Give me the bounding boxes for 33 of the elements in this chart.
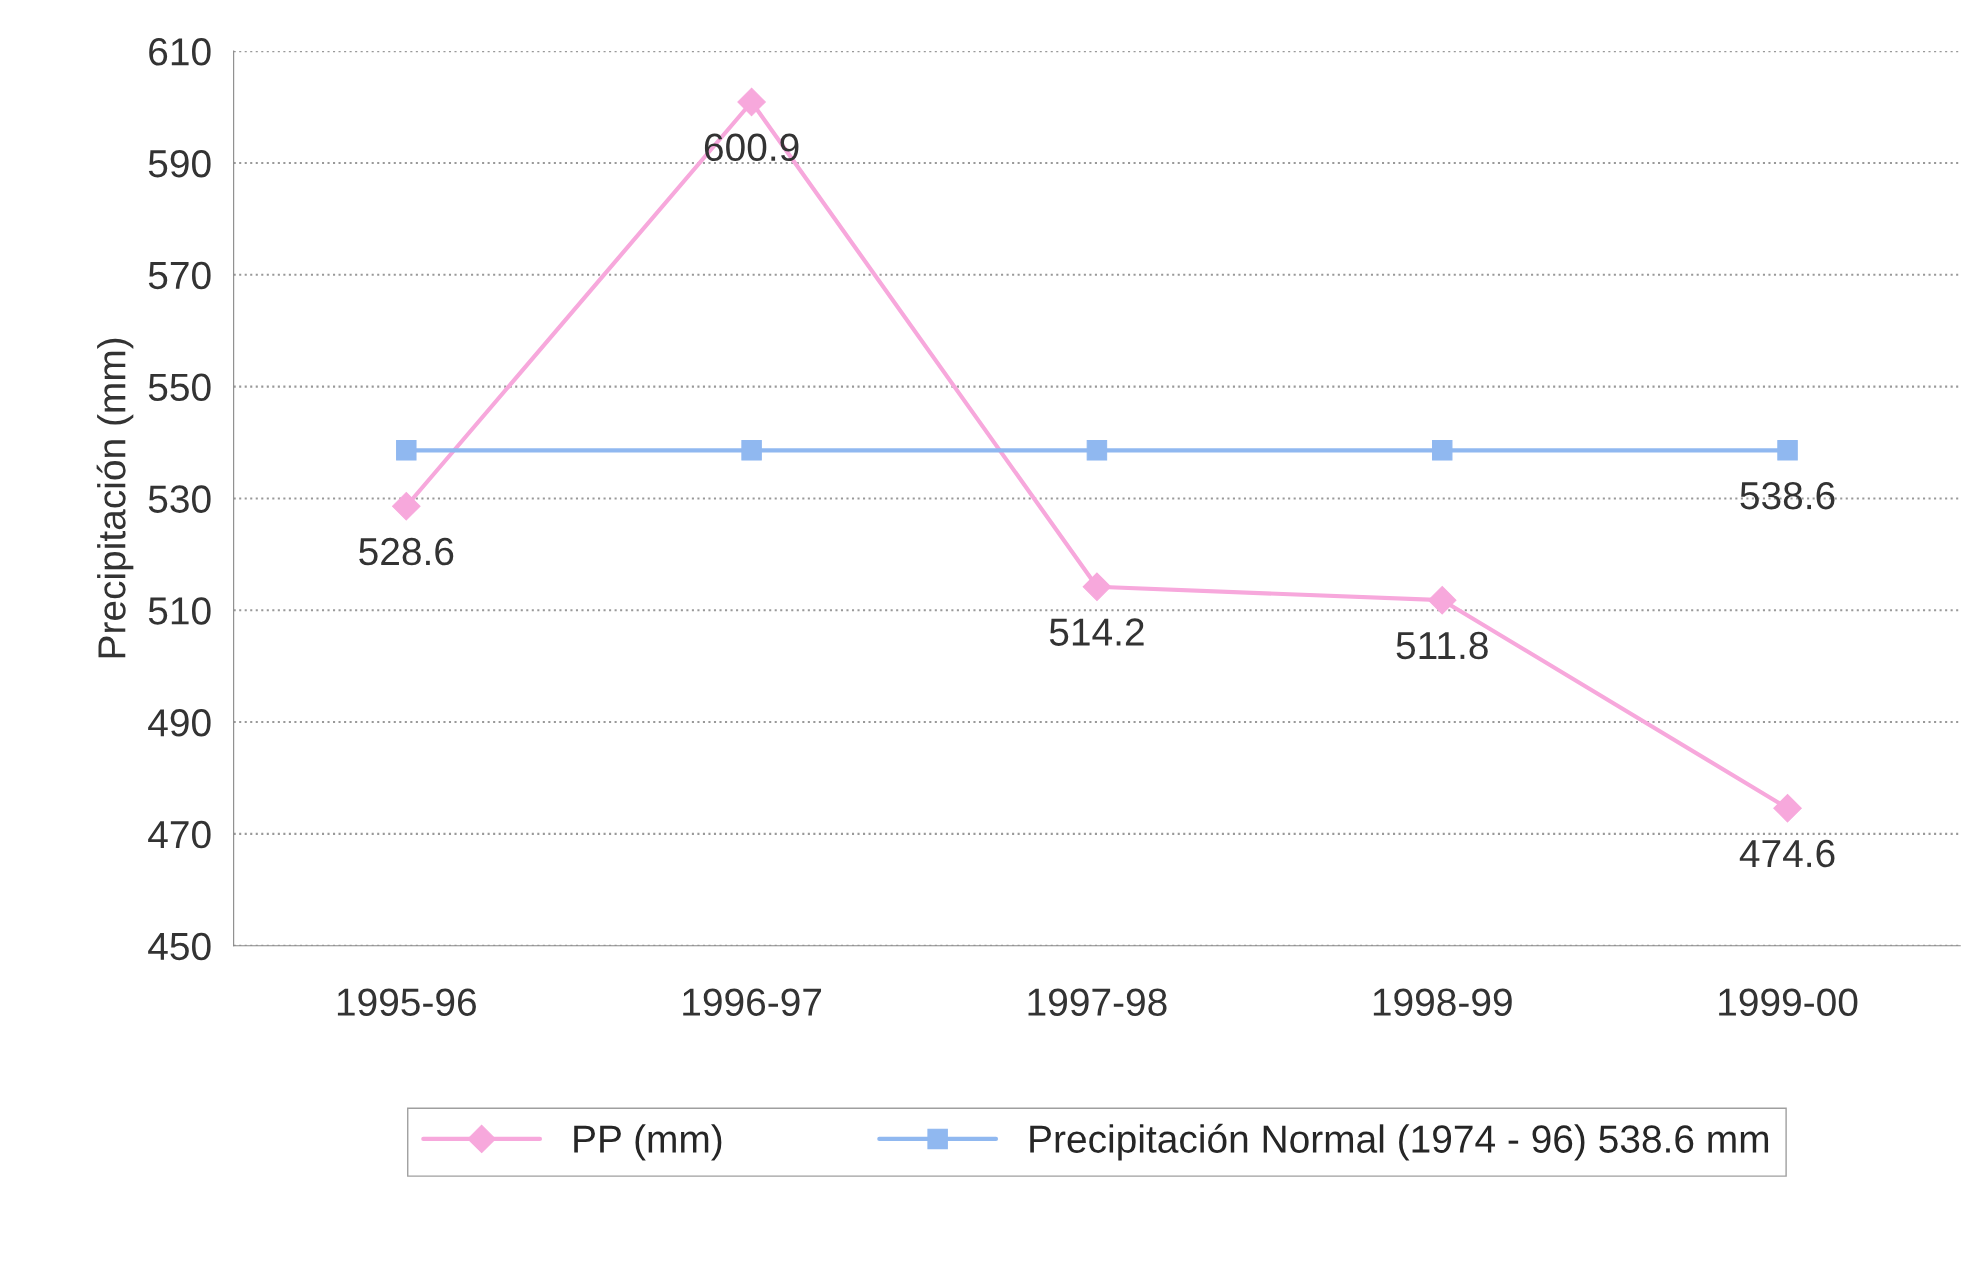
- point: [741, 440, 762, 461]
- data-label: 511.8: [1396, 631, 1488, 660]
- point: [737, 87, 766, 117]
- point: [392, 491, 421, 521]
- y-tick-label: 530: [148, 485, 211, 513]
- y-tick-label: 570: [148, 261, 211, 290]
- y-axis-title: Precipitación (mm): [96, 338, 134, 658]
- data-label: 514.2: [1049, 618, 1144, 646]
- point: [396, 440, 417, 461]
- y-tick-label: 490: [148, 709, 211, 737]
- x-tick-label: 1997-98: [1028, 988, 1167, 1016]
- x-tick-label: 1998-99: [1373, 988, 1512, 1016]
- y-tick-label: 550: [148, 373, 211, 402]
- data-label: 600.9: [704, 133, 799, 162]
- x-tick-label: 1996-97: [683, 988, 822, 1016]
- legend-label: PP (mm): [574, 1124, 722, 1161]
- point: [1431, 440, 1453, 461]
- point: [1082, 572, 1112, 602]
- y-tick-label: 610: [149, 38, 211, 66]
- point: [1427, 585, 1457, 615]
- point: [1773, 793, 1802, 823]
- data-label: 528.6: [359, 537, 454, 566]
- y-tick-label: 470: [148, 820, 211, 849]
- data-label: 474.6: [1739, 839, 1835, 868]
- data-label: 538.6: [1740, 481, 1835, 510]
- y-tick-label: 590: [148, 149, 211, 178]
- point: [1777, 440, 1798, 461]
- x-tick-label: 1999-00: [1719, 988, 1858, 1016]
- point: [1086, 440, 1108, 461]
- legend-label: Precipitación Normal (1974 - 96) 538.6 mm: [1030, 1123, 1769, 1161]
- y-tick-label: 510: [148, 597, 211, 625]
- x-tick-label: 1995-96: [337, 988, 476, 1016]
- y-tick-label: 450: [148, 932, 211, 961]
